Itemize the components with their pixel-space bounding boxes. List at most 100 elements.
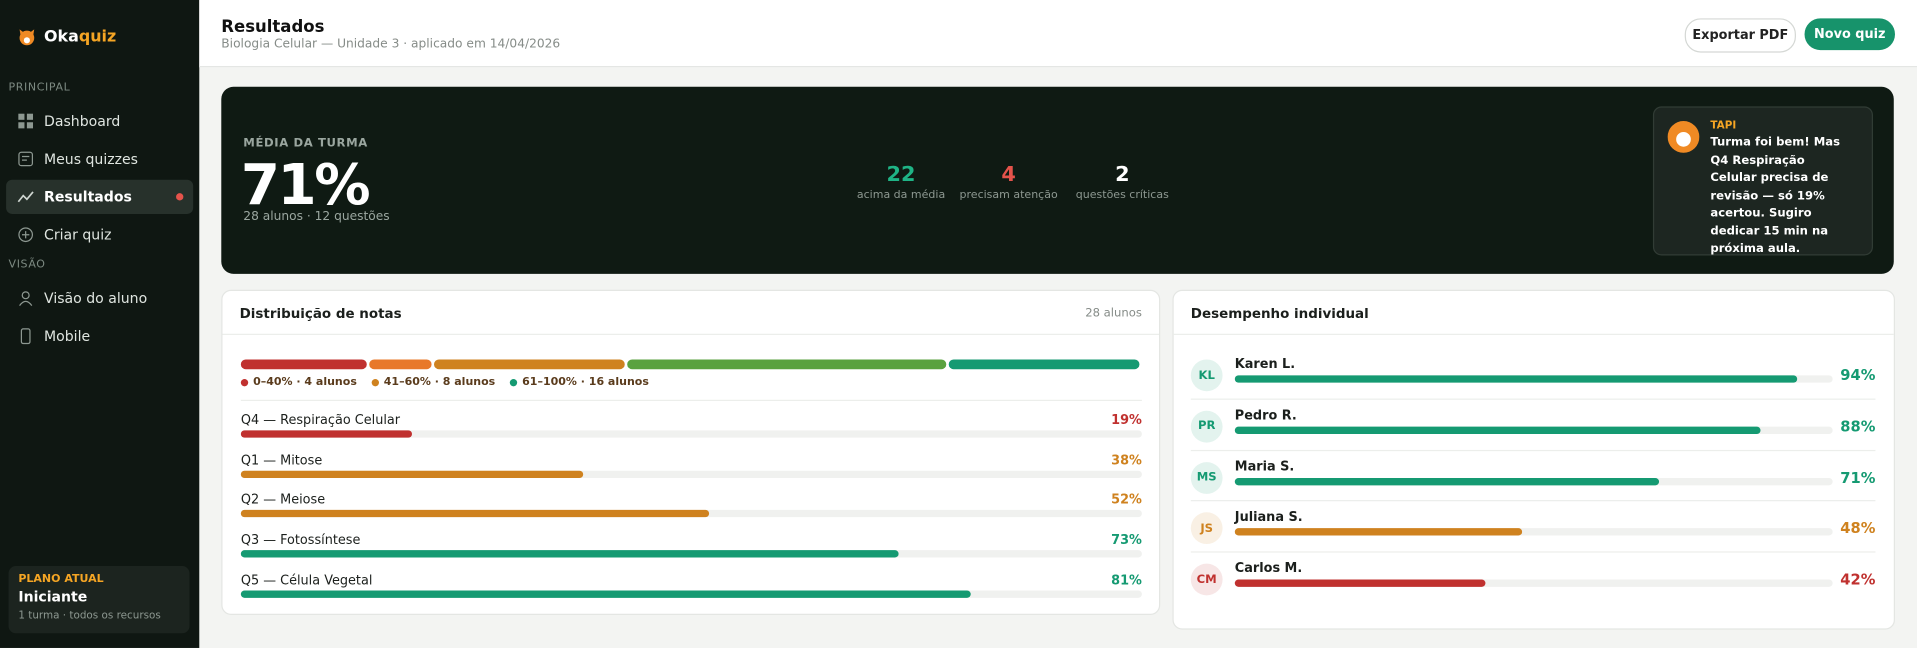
- divider: [1173, 333, 1894, 335]
- nav-label: Meus quizzes: [44, 150, 138, 168]
- question-label: Q4 — Respiração Celular: [240, 413, 401, 428]
- export-button[interactable]: Exportar PDF: [1684, 18, 1796, 53]
- student-percent: 71%: [1840, 468, 1876, 487]
- header: Resultados Biologia Celular — Unidade 3 …: [199, 0, 1917, 68]
- nav-icon: [17, 191, 34, 203]
- question-bar: [240, 550, 899, 558]
- student-bar: [1234, 528, 1522, 536]
- legend-item: 61–100% · 16 alunos: [509, 376, 649, 389]
- individual-card: Desempenho individual KL Karen L. 94% PR Ped…: [1172, 289, 1895, 630]
- legend-label: 61–100% · 16 alunos: [522, 376, 649, 389]
- student-bar: [1234, 579, 1486, 588]
- stat-value: 22: [886, 162, 916, 188]
- student-name: Pedro R.: [1234, 408, 1297, 423]
- legend-label: 0–40% · 4 alunos: [253, 376, 357, 389]
- page-title: Resultados: [221, 17, 325, 37]
- question-label: Q3 — Fotossíntese: [240, 533, 361, 548]
- distribution-card: Distribuição de notas 28 alunos 0–40% · …: [221, 289, 1161, 615]
- nav-icon: [19, 291, 33, 307]
- nav-item[interactable]: Criar quiz: [6, 218, 193, 252]
- stat-label: questões críticas: [1075, 189, 1169, 202]
- question-label: Q1 — Mitose: [240, 453, 323, 468]
- question-bar: [240, 430, 413, 438]
- page-subtitle: Biologia Celular — Unidade 3 · aplicado …: [221, 37, 561, 52]
- question-label: Q2 — Meiose: [240, 493, 326, 508]
- nav-icon: [18, 151, 34, 167]
- student-name: Maria S.: [1234, 459, 1295, 474]
- stat-value: 2: [1115, 162, 1130, 188]
- student-name: Juliana S.: [1234, 510, 1303, 525]
- student-track: [1234, 426, 1833, 434]
- nav-item[interactable]: Visão do aluno: [6, 281, 193, 315]
- plan-label: PLANO ATUAL: [18, 573, 104, 586]
- question-percent: 52%: [1111, 493, 1142, 508]
- question-bar: [240, 470, 584, 478]
- question-track: [240, 590, 1142, 598]
- student-track: [1234, 477, 1833, 485]
- divider: [240, 399, 1142, 402]
- divider: [1190, 398, 1876, 400]
- student-track: [1234, 375, 1833, 383]
- legend: 0–40% · 4 alunos 41–60% · 8 alunos 61–100%…: [240, 376, 649, 389]
- new-quiz-button[interactable]: Novo quiz: [1804, 18, 1895, 51]
- card-count: 28 alunos: [1085, 306, 1142, 321]
- section-label: PRINCIPAL: [8, 81, 71, 95]
- question-track: [240, 550, 1142, 558]
- question-percent: 81%: [1111, 573, 1142, 588]
- student-percent: 94%: [1840, 366, 1876, 384]
- nav-label: Criar quiz: [44, 226, 112, 244]
- nav-icon: [18, 113, 34, 129]
- stat: 2 questões críticas: [1061, 163, 1183, 202]
- avatar: CM: [1190, 563, 1223, 596]
- question-label: Q5 — Célula Vegetal: [240, 573, 373, 588]
- section-label: VISÃO: [8, 259, 46, 272]
- distribution-segment: [948, 359, 1140, 370]
- plan-detail: 1 turma · todos os recursos: [18, 610, 161, 623]
- tip-text: Turma foi bem! Mas Q4 Respiração Celular…: [1710, 135, 1841, 256]
- legend-swatch: [240, 378, 249, 387]
- question-track: [240, 510, 1142, 518]
- hero-label: MÉDIA DA TURMA: [243, 136, 368, 151]
- avatar: MS: [1190, 461, 1223, 494]
- stat: 4 precisam atenção: [947, 163, 1069, 202]
- question-percent: 38%: [1111, 453, 1142, 468]
- stat-label: acima da média: [856, 189, 946, 202]
- nav-item[interactable]: Meus quizzes: [6, 142, 193, 176]
- hero: MÉDIA DA TURMA 71% 28 alunos · 12 questõ…: [221, 86, 1894, 274]
- brand-text: Oka: [44, 27, 79, 46]
- student-bar: [1234, 477, 1660, 485]
- card-title: Distribuição de notas: [239, 305, 402, 322]
- question-percent: 19%: [1111, 413, 1142, 428]
- legend-label: 41–60% · 8 alunos: [383, 376, 496, 389]
- sidebar: Okaquiz PRINCIPAL Dashboard Meus quizzes Re…: [0, 0, 200, 648]
- nav-label: Dashboard: [44, 112, 121, 130]
- legend-item: 0–40% · 4 alunos: [240, 376, 357, 389]
- nav-label: Mobile: [44, 327, 91, 345]
- student-percent: 42%: [1840, 571, 1876, 589]
- plan-box: PLANO ATUAL Iniciante 1 turma · todos os…: [8, 566, 190, 634]
- distribution-segment: [433, 359, 625, 370]
- nav-item[interactable]: Mobile: [6, 319, 193, 353]
- student-percent: 88%: [1840, 417, 1876, 435]
- distribution-segment: [240, 359, 368, 370]
- question-track: [240, 470, 1142, 478]
- nav-item[interactable]: Resultados: [6, 179, 194, 214]
- nav-icon: [18, 227, 34, 243]
- legend-swatch: [371, 378, 379, 387]
- student-name: Carlos M.: [1234, 561, 1303, 577]
- student-percent: 48%: [1840, 520, 1876, 538]
- legend-item: 41–60% · 8 alunos: [371, 376, 496, 389]
- nav-icon: [20, 328, 31, 345]
- avatar: JS: [1190, 512, 1223, 545]
- card-title: Desempenho individual: [1190, 305, 1369, 322]
- divider: [1190, 551, 1876, 553]
- nav-item[interactable]: Dashboard: [6, 104, 193, 138]
- divider: [1190, 449, 1876, 451]
- question-bar: [240, 510, 710, 518]
- question-track: [240, 430, 1142, 438]
- student-track: [1234, 579, 1833, 588]
- nav-label: Resultados: [44, 188, 132, 206]
- stacked-bar: [240, 359, 1142, 370]
- divider: [222, 333, 1160, 335]
